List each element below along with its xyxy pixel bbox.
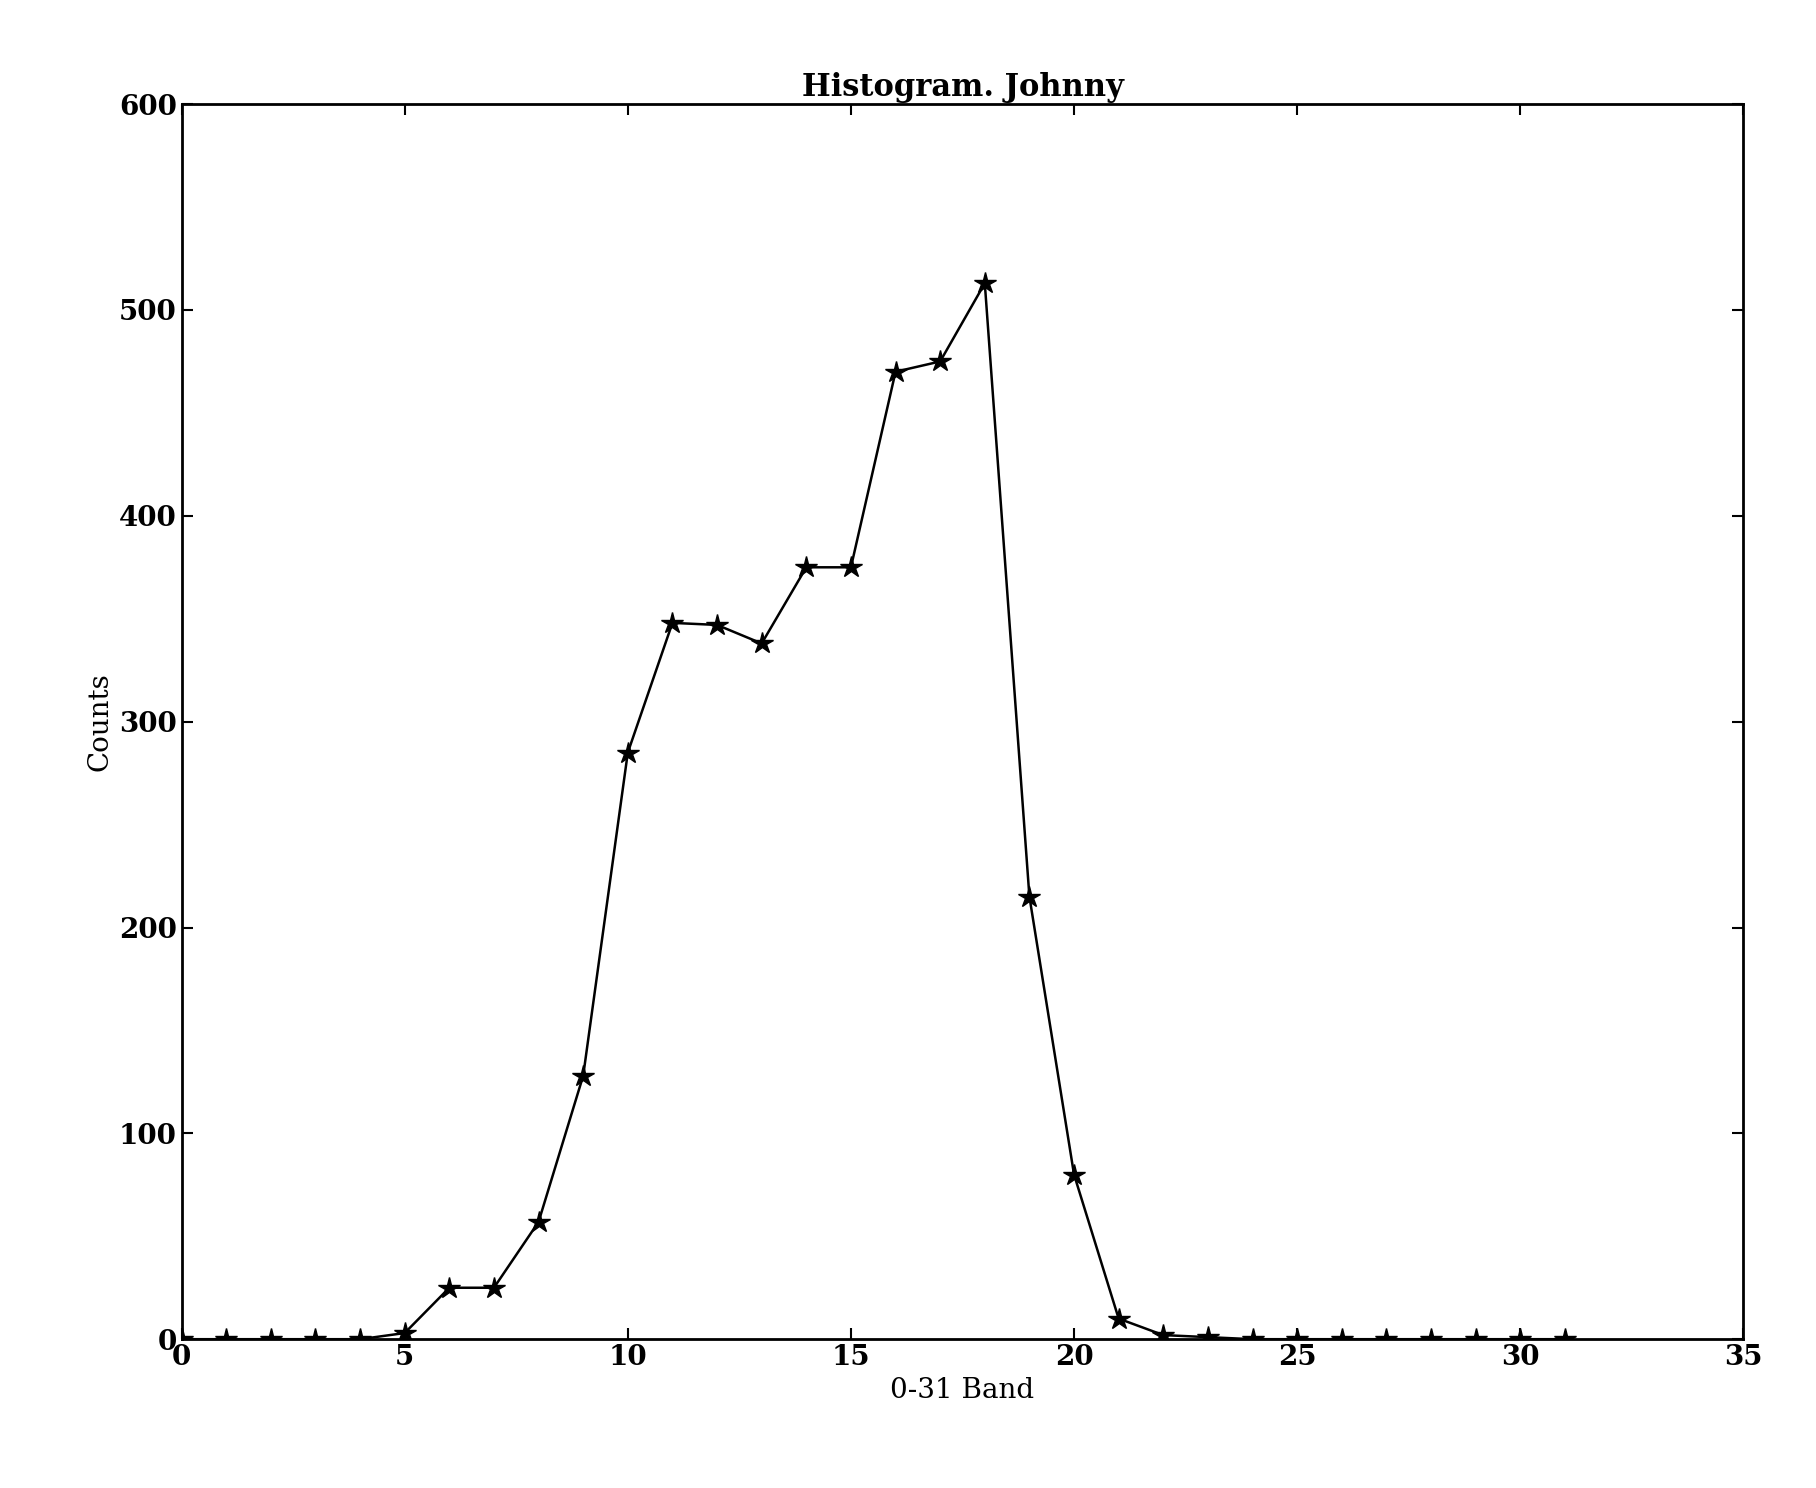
- Title: Histogram. Johnny: Histogram. Johnny: [801, 71, 1124, 103]
- Y-axis label: Counts: Counts: [87, 673, 113, 771]
- X-axis label: 0-31 Band: 0-31 Band: [890, 1376, 1035, 1403]
